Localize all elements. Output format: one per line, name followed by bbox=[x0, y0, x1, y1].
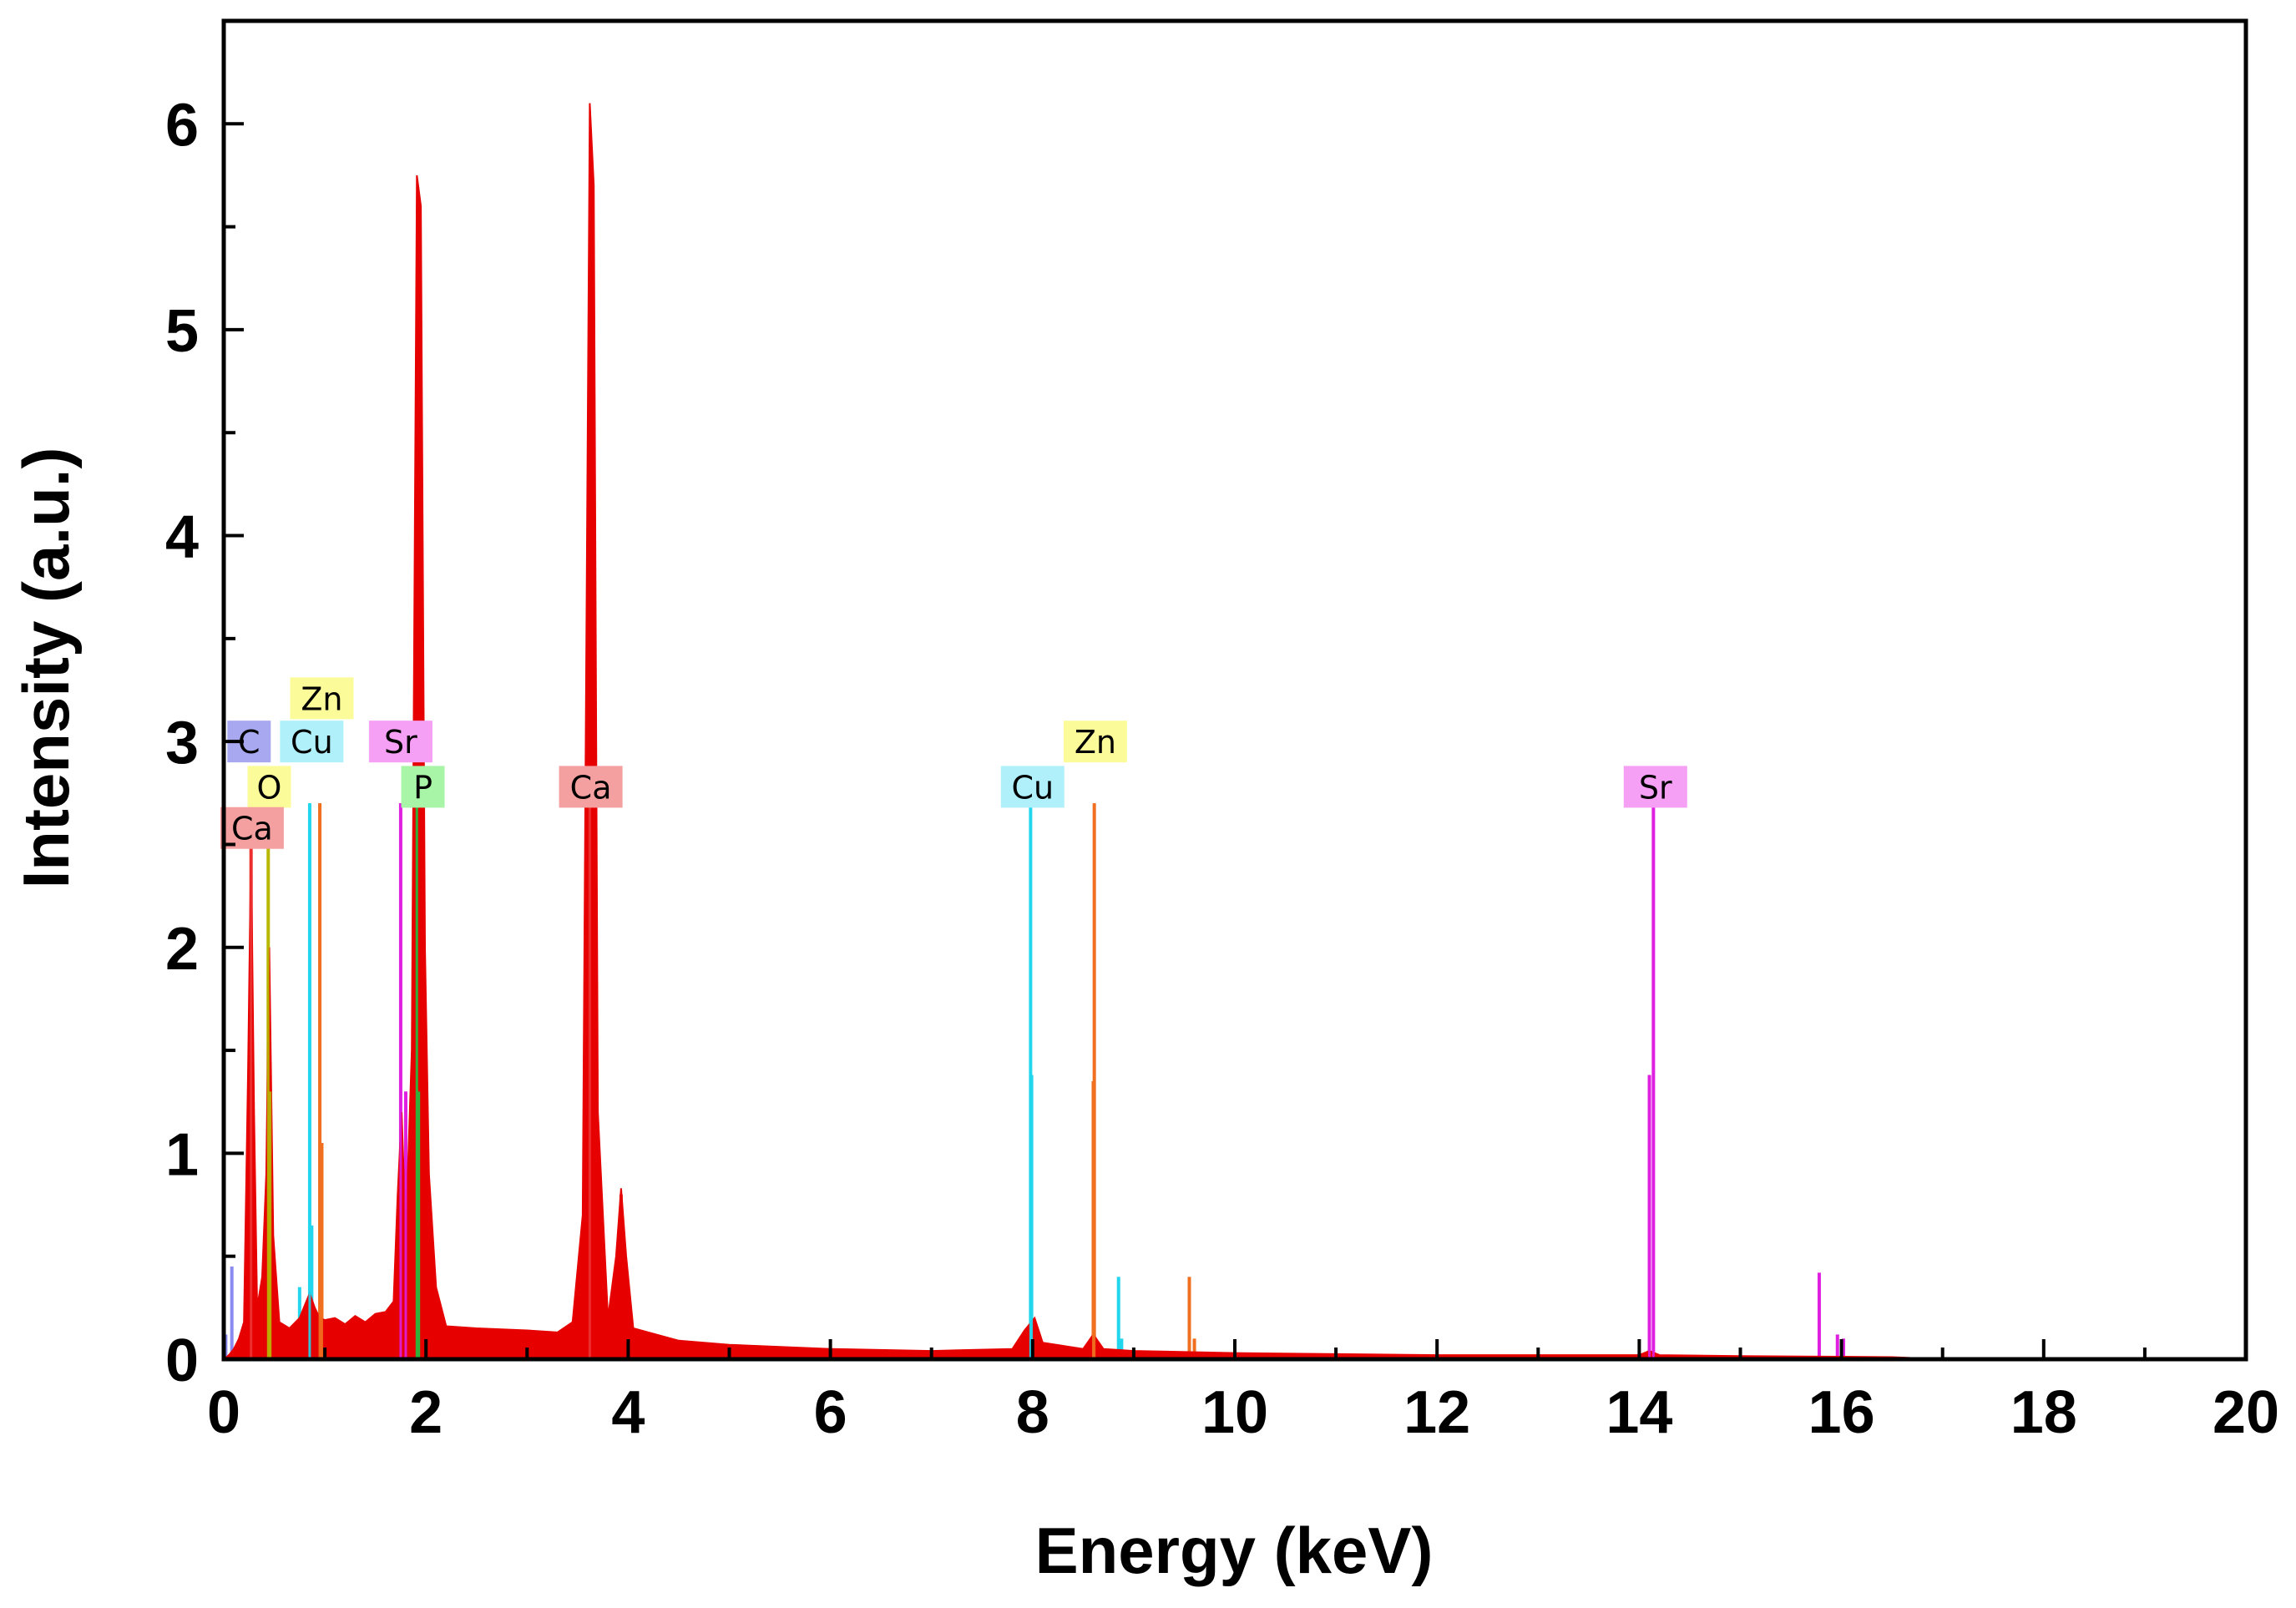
y-tick-label: 6 bbox=[165, 92, 199, 159]
element-label-o: O bbox=[257, 769, 282, 806]
element-label-cu: Cu bbox=[1011, 769, 1054, 806]
element-label-sr: Sr bbox=[1639, 769, 1672, 806]
element-label-zn: Zn bbox=[301, 680, 342, 717]
y-tick-label: 3 bbox=[165, 710, 199, 776]
plot-frame bbox=[221, 18, 2248, 1362]
x-tick-label: 18 bbox=[2010, 1379, 2077, 1446]
y-axis: 0 1 2 3 4 5 6 bbox=[165, 19, 244, 1394]
x-tick-label: 2 bbox=[409, 1379, 443, 1446]
element-label-box-5 bbox=[368, 721, 432, 763]
x-tick-label: 10 bbox=[1201, 1379, 1268, 1446]
x-tick-label: 4 bbox=[611, 1379, 645, 1446]
y-tick-label: 2 bbox=[165, 916, 199, 983]
element-label-sr: Sr bbox=[384, 724, 417, 761]
x-axis-title: Energy (keV) bbox=[1035, 1514, 1434, 1587]
element-label-zn: Zn bbox=[1075, 724, 1116, 761]
element-label-box-7 bbox=[559, 766, 623, 808]
spectrum-area bbox=[221, 103, 2246, 1360]
x-tick-label: 16 bbox=[1808, 1379, 1875, 1446]
element-label-ca: Ca bbox=[570, 769, 612, 806]
element-label-box-4 bbox=[280, 721, 344, 763]
element-label-box-8 bbox=[1000, 766, 1065, 808]
y-axis-title: Intensity (a.u.) bbox=[9, 448, 83, 889]
x-tick-label: 8 bbox=[1016, 1379, 1049, 1446]
element-label-p: P bbox=[413, 769, 432, 806]
element-label-box-6 bbox=[401, 766, 445, 808]
x-tick-label: 6 bbox=[814, 1379, 847, 1446]
element-label-box-2 bbox=[220, 807, 284, 849]
x-tick-label: 0 bbox=[207, 1379, 240, 1446]
element-label-box-10 bbox=[1623, 766, 1687, 808]
element-label-box-3 bbox=[290, 677, 354, 720]
y-tick-label: 5 bbox=[165, 298, 199, 365]
element-label-cu: Cu bbox=[291, 724, 333, 761]
x-axis: 0 2 4 6 8 10 12 14 16 18 20 bbox=[207, 1339, 2279, 1446]
y-tick-label: 4 bbox=[165, 504, 199, 571]
element-line-markers bbox=[224, 803, 1846, 1359]
y-tick-label: 0 bbox=[165, 1327, 199, 1394]
x-tick-label: 20 bbox=[2213, 1379, 2279, 1446]
element-label-box-1 bbox=[247, 766, 291, 808]
element-label-ca: Ca bbox=[231, 811, 273, 847]
x-tick-label: 14 bbox=[1606, 1379, 1672, 1446]
element-label-box-9 bbox=[1063, 721, 1127, 763]
y-tick-label: 1 bbox=[165, 1121, 199, 1188]
x-tick-label: 12 bbox=[1403, 1379, 1470, 1446]
spectrum-layer bbox=[221, 103, 2246, 1360]
